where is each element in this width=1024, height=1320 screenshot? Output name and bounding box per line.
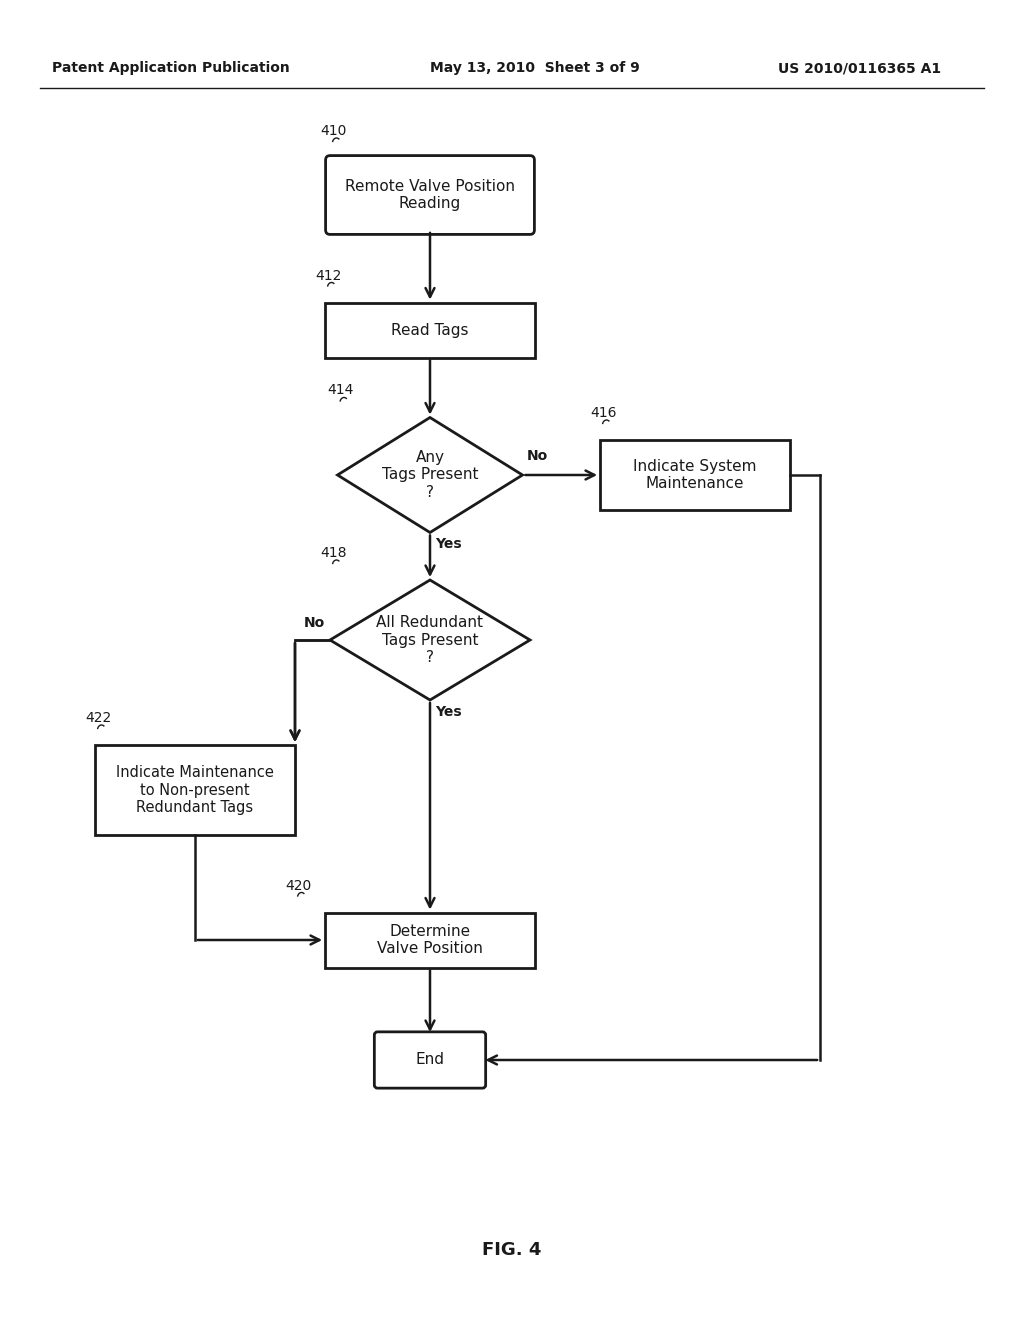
Bar	[325, 302, 535, 358]
Text: No: No	[526, 449, 548, 463]
Text: 412: 412	[315, 268, 341, 282]
Text: Any
Tags Present
?: Any Tags Present ?	[382, 450, 478, 500]
Text: Yes: Yes	[435, 537, 462, 552]
Bar	[600, 440, 790, 510]
Text: 418: 418	[319, 546, 346, 560]
Text: Yes: Yes	[435, 705, 462, 719]
Text: Indicate System
Maintenance: Indicate System Maintenance	[633, 459, 757, 491]
Bar	[95, 744, 295, 836]
Text: 420: 420	[285, 879, 311, 892]
Polygon shape	[338, 417, 522, 532]
Text: 422: 422	[85, 711, 112, 725]
Text: 416: 416	[590, 407, 616, 420]
FancyBboxPatch shape	[375, 1032, 485, 1088]
Bar	[325, 912, 535, 968]
Text: Read Tags: Read Tags	[391, 322, 469, 338]
Text: Determine
Valve Position: Determine Valve Position	[377, 924, 483, 956]
Text: Indicate Maintenance
to Non-present
Redundant Tags: Indicate Maintenance to Non-present Redu…	[116, 766, 274, 814]
Text: No: No	[304, 616, 325, 630]
Text: FIG. 4: FIG. 4	[482, 1241, 542, 1259]
Text: All Redundant
Tags Present
?: All Redundant Tags Present ?	[377, 615, 483, 665]
Text: 414: 414	[328, 384, 354, 397]
Polygon shape	[330, 579, 530, 700]
Text: 410: 410	[319, 124, 346, 139]
FancyBboxPatch shape	[326, 156, 535, 235]
Text: US 2010/0116365 A1: US 2010/0116365 A1	[778, 61, 941, 75]
Text: End: End	[416, 1052, 444, 1068]
Text: May 13, 2010  Sheet 3 of 9: May 13, 2010 Sheet 3 of 9	[430, 61, 640, 75]
Text: Remote Valve Position
Reading: Remote Valve Position Reading	[345, 178, 515, 211]
Text: Patent Application Publication: Patent Application Publication	[52, 61, 290, 75]
